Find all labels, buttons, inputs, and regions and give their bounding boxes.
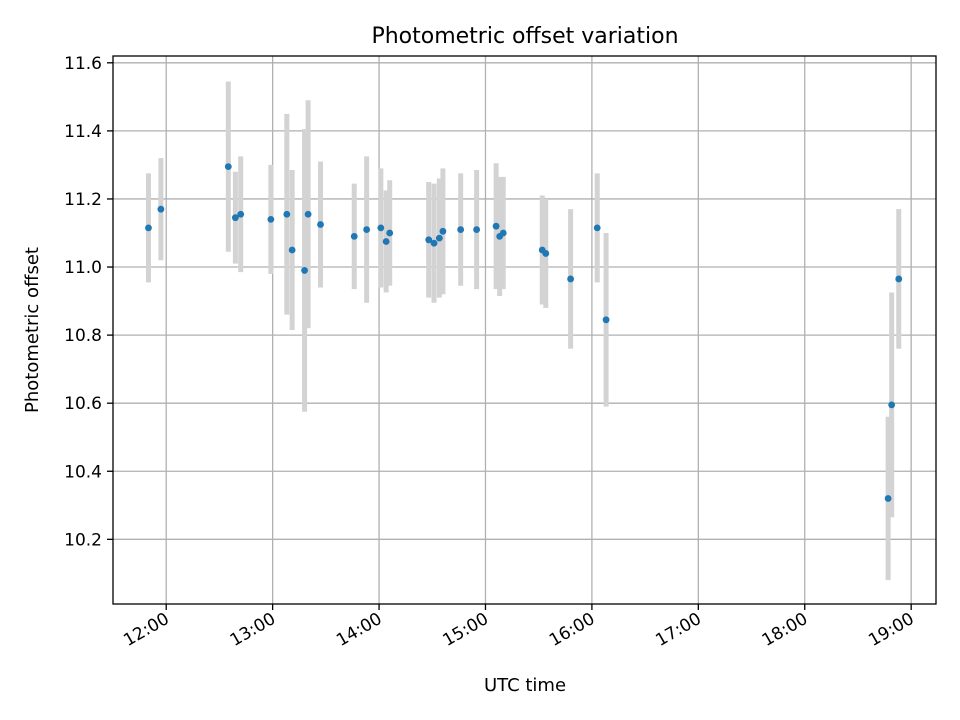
data-point: [237, 210, 245, 218]
data-point: [439, 227, 447, 235]
y-tick-label: 11.2: [64, 190, 102, 210]
data-point: [377, 224, 385, 232]
data-point: [884, 495, 892, 502]
data-point: [301, 267, 308, 274]
chart-title: Photometric offset variation: [371, 24, 678, 49]
y-tick-label: 10.8: [64, 326, 102, 346]
data-point: [157, 205, 165, 213]
data-point: [317, 221, 324, 228]
data-point: [430, 239, 438, 247]
data-points: [145, 163, 903, 502]
data-point: [350, 232, 358, 240]
data-point: [304, 210, 312, 218]
data-point: [435, 234, 443, 242]
y-tick-label: 10.6: [64, 394, 102, 414]
data-point: [386, 229, 394, 237]
y-tick-label: 11.4: [64, 122, 102, 142]
data-point: [593, 224, 601, 232]
grid-lines: [113, 56, 936, 604]
y-tick-label: 10.4: [64, 462, 102, 482]
y-axis-label: Photometric offset: [22, 247, 43, 413]
data-point: [499, 229, 507, 237]
data-point: [567, 275, 575, 283]
y-tick-label: 11.6: [64, 54, 102, 74]
data-point: [888, 401, 896, 409]
data-point: [602, 316, 610, 324]
x-axis-label: UTC time: [484, 675, 566, 696]
data-point: [473, 226, 481, 233]
data-point: [145, 224, 152, 232]
data-point: [231, 214, 239, 222]
y-tick-label: 10.2: [64, 530, 102, 550]
y-tick-label: 11.0: [64, 258, 102, 278]
data-point: [457, 226, 465, 233]
data-point: [382, 238, 390, 245]
data-point: [492, 222, 500, 230]
data-point: [363, 226, 371, 233]
data-point: [288, 246, 296, 254]
data-point: [425, 236, 433, 244]
data-point: [895, 275, 903, 283]
data-point: [267, 215, 275, 223]
data-point: [542, 250, 550, 257]
data-point: [224, 163, 232, 171]
plot-frame: [112, 55, 937, 605]
data-point: [283, 210, 291, 218]
